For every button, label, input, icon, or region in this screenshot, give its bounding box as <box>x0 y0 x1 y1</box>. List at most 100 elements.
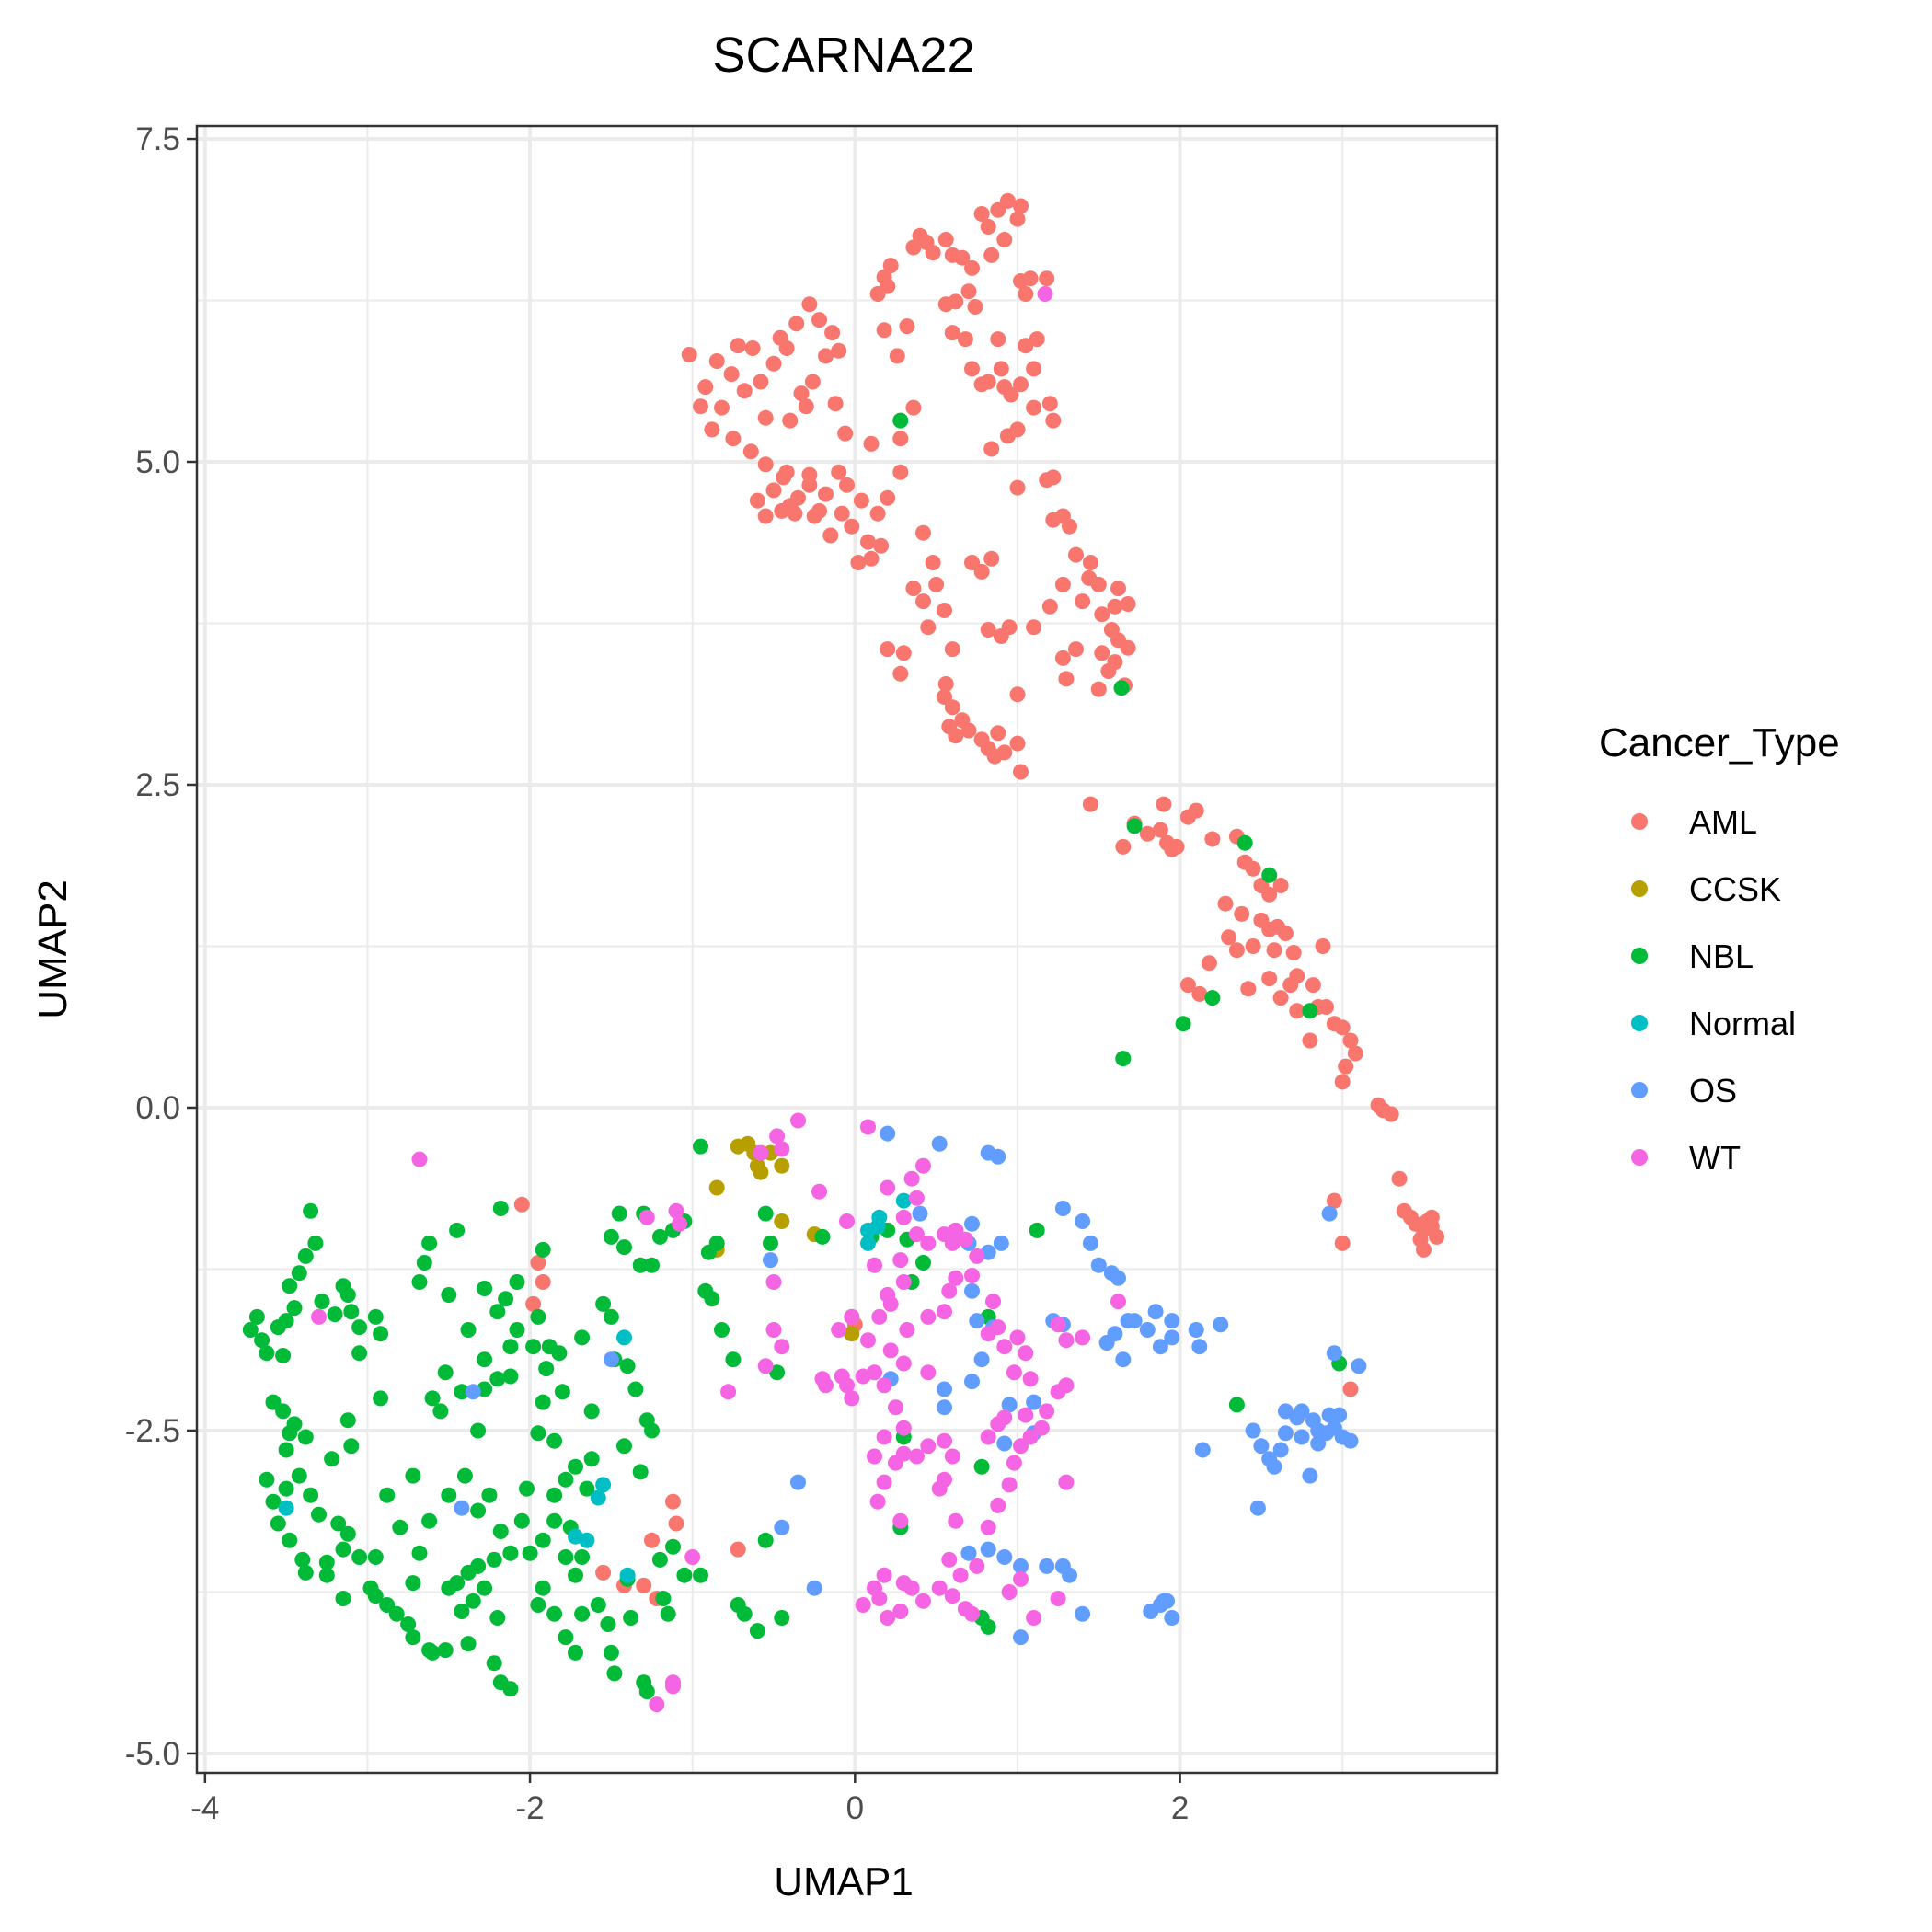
point-aml <box>895 645 912 661</box>
point-nbl <box>502 1545 519 1561</box>
point-wt <box>920 1364 937 1381</box>
point-aml <box>778 464 795 480</box>
point-os <box>1191 1339 1208 1355</box>
point-wt <box>895 1274 912 1290</box>
point-os <box>990 1148 1006 1165</box>
point-os <box>1156 1593 1172 1609</box>
point-nbl <box>638 1684 655 1700</box>
point-nbl <box>603 1228 619 1245</box>
point-aml <box>1347 1045 1363 1062</box>
point-os <box>1164 1329 1180 1346</box>
point-aml <box>892 464 909 480</box>
point-os <box>763 1252 778 1269</box>
point-aml <box>1315 938 1331 954</box>
point-aml <box>999 192 1016 209</box>
point-nbl <box>282 1532 298 1548</box>
point-nbl <box>530 1308 546 1325</box>
point-wt <box>915 1593 931 1609</box>
point-aml <box>736 383 753 399</box>
point-wt <box>867 1448 882 1465</box>
point-nbl <box>314 1294 330 1310</box>
point-aml <box>983 247 1000 263</box>
point-aml <box>1029 331 1045 348</box>
point-nbl <box>373 1326 389 1342</box>
point-nbl <box>303 1202 319 1219</box>
point-aml <box>1342 1032 1359 1049</box>
point-nbl <box>980 1618 996 1635</box>
point-nbl <box>477 1351 493 1368</box>
point-aml <box>905 581 922 597</box>
point-normal <box>860 1222 876 1238</box>
point-wt <box>941 1282 958 1299</box>
point-aml <box>1110 581 1126 597</box>
point-nbl <box>644 1257 660 1273</box>
point-os <box>980 1541 996 1558</box>
point-ccsk <box>774 1213 790 1229</box>
point-aml <box>798 398 814 415</box>
point-wt <box>831 1322 847 1338</box>
point-nbl <box>275 1348 292 1363</box>
point-aml <box>704 421 720 438</box>
point-wt <box>892 1512 909 1529</box>
point-aml <box>1272 990 1289 1006</box>
point-aml <box>905 399 922 416</box>
point-nbl <box>311 1506 327 1523</box>
point-os <box>1164 1313 1180 1329</box>
point-wt <box>839 1377 855 1394</box>
point-os <box>1245 1422 1261 1439</box>
point-os <box>1152 1339 1168 1355</box>
point-nbl <box>535 1532 551 1548</box>
point-nbl <box>502 1368 519 1385</box>
point-nbl <box>343 1438 360 1455</box>
point-ccsk <box>749 1157 765 1174</box>
point-aml <box>973 563 990 580</box>
legend-label-aml: AML <box>1689 803 1757 841</box>
point-nbl <box>259 1345 275 1362</box>
point-aml <box>753 374 769 390</box>
point-aml <box>1009 686 1026 703</box>
point-wt <box>876 1474 892 1490</box>
point-aml <box>850 555 867 570</box>
point-nbl <box>477 1580 493 1596</box>
chart-title: SCARNA22 <box>712 28 974 83</box>
point-wt <box>1050 1591 1066 1606</box>
point-nbl <box>400 1616 417 1632</box>
point-wt <box>948 1512 964 1529</box>
point-nbl <box>623 1610 639 1626</box>
point-aml <box>1261 886 1278 903</box>
point-os <box>1164 1610 1180 1626</box>
point-aml <box>1228 942 1245 959</box>
point-wt <box>668 1202 684 1219</box>
point-os <box>937 1381 952 1397</box>
point-os <box>969 1313 985 1329</box>
point-aml <box>1302 1032 1318 1049</box>
point-wt <box>899 1322 915 1338</box>
point-os <box>603 1351 619 1368</box>
y-axis-title: UMAP2 <box>30 880 75 1019</box>
point-aml <box>948 728 964 744</box>
point-os <box>937 1399 952 1416</box>
point-nbl <box>324 1451 340 1467</box>
point-aml <box>793 385 810 402</box>
point-aml <box>804 374 821 390</box>
point-wt <box>774 1141 790 1157</box>
point-nbl <box>611 1205 627 1222</box>
point-os <box>1090 1257 1107 1273</box>
point-aml <box>967 299 983 315</box>
point-nbl <box>286 1300 303 1317</box>
point-os <box>1039 1558 1055 1574</box>
point-wt <box>684 1549 701 1565</box>
point-wt <box>765 1274 782 1290</box>
point-aml <box>1277 926 1294 941</box>
point-nbl <box>388 1605 405 1622</box>
point-aml <box>990 725 1006 742</box>
point-wt <box>996 1409 1013 1426</box>
point-aml <box>1191 985 1208 1002</box>
point-aml <box>983 550 1000 567</box>
point-nbl <box>676 1567 693 1583</box>
point-wt <box>860 1332 876 1349</box>
major-gridlines <box>197 126 1497 1773</box>
point-os <box>1310 1422 1327 1439</box>
point-wt <box>937 1432 952 1449</box>
point-wt <box>876 1567 892 1583</box>
